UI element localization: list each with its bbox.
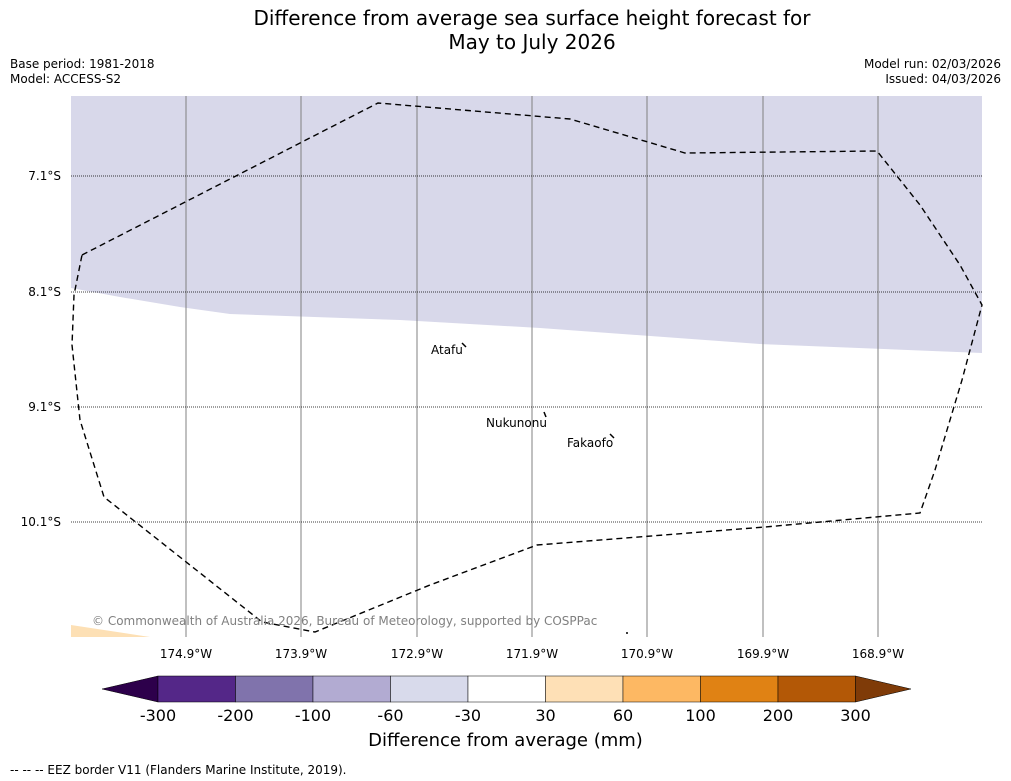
lon-label-6: 169.9°W	[736, 647, 790, 661]
colorbar-tick-3: -100	[294, 706, 332, 725]
meta-left: Base period: 1981-2018 Model: ACCESS-S2	[10, 57, 155, 87]
anomaly-band-positive	[71, 625, 150, 637]
colorbar-tick-2: -200	[217, 706, 254, 725]
base-period: Base period: 1981-2018	[10, 57, 155, 71]
colorbar-segment-4	[390, 675, 469, 703]
colorbar-tick-1: -300	[139, 706, 177, 725]
lon-label-1: 174.9°W	[159, 647, 213, 661]
colorbar-tick-7: 60	[612, 706, 634, 725]
place-label-nukunonu: Nukunonu	[486, 416, 547, 430]
lon-label-3: 172.9°W	[390, 647, 444, 661]
lon-label-2: 173.9°W	[274, 647, 328, 661]
lon-label-5: 170.9°W	[620, 647, 674, 661]
lat-label-3: 9.1°S	[28, 400, 61, 414]
lon-label-7: 168.9°W	[851, 647, 905, 661]
atafu-atoll-shape	[461, 342, 467, 348]
lon-label-4: 171.9°W	[505, 647, 559, 661]
colorbar-segment-7	[622, 675, 701, 703]
eez-footnote: -- -- -- EEZ border V11 (Flanders Marine…	[10, 763, 347, 777]
colorbar-tick-5: -30	[454, 706, 482, 725]
map-title: Difference from average sea surface heig…	[0, 6, 1011, 54]
issued-date: Issued: 04/03/2026	[885, 72, 1001, 86]
colorbar-label: Difference from average (mm)	[368, 730, 643, 751]
colorbar-segment-9	[777, 675, 856, 703]
colorbar-segment-5	[467, 675, 546, 703]
colorbar-segment-3	[312, 675, 391, 703]
model-name: Model: ACCESS-S2	[10, 72, 122, 86]
nukunonu-atoll-shape	[543, 411, 547, 418]
place-label-fakaofo: Fakaofo	[567, 436, 614, 450]
colorbar-segment-2	[235, 675, 314, 703]
meta-right: Model run: 02/03/2026 Issued: 04/03/2026	[864, 57, 1001, 87]
place-label-atafu: Atafu	[431, 343, 463, 357]
meridians	[185, 96, 879, 637]
colorbar	[101, 675, 912, 703]
colorbar-segment-6	[545, 675, 624, 703]
colorbar-extend-high	[855, 675, 912, 703]
colorbar-tick-9: 200	[762, 706, 794, 725]
colorbar-tick-4: -60	[377, 706, 404, 725]
colorbar-tick-8: 100	[685, 706, 716, 725]
model-run: Model run: 02/03/2026	[863, 57, 1001, 71]
lat-label-1: 7.1°S	[28, 169, 61, 183]
fakaofo-atoll-shape	[609, 433, 615, 439]
colorbar-tick-10: 300	[840, 706, 871, 725]
colorbar-segment-1	[157, 675, 236, 703]
colorbar-segment-8	[700, 675, 779, 703]
lat-label-4: 10.1°S	[20, 515, 61, 529]
eez-border	[71, 102, 983, 633]
copyright-notice: © Commonwealth of Australia 2026, Bureau…	[92, 614, 598, 628]
lat-label-2: 8.1°S	[28, 285, 61, 299]
small-island-marker	[626, 632, 628, 634]
anomaly-band-negative	[71, 96, 982, 353]
colorbar-tick-6: 30	[535, 706, 556, 725]
title-line-1: Difference from average sea surface heig…	[253, 6, 811, 30]
colorbar-extend-low	[101, 675, 159, 703]
title-line-2: May to July 2026	[448, 30, 616, 54]
